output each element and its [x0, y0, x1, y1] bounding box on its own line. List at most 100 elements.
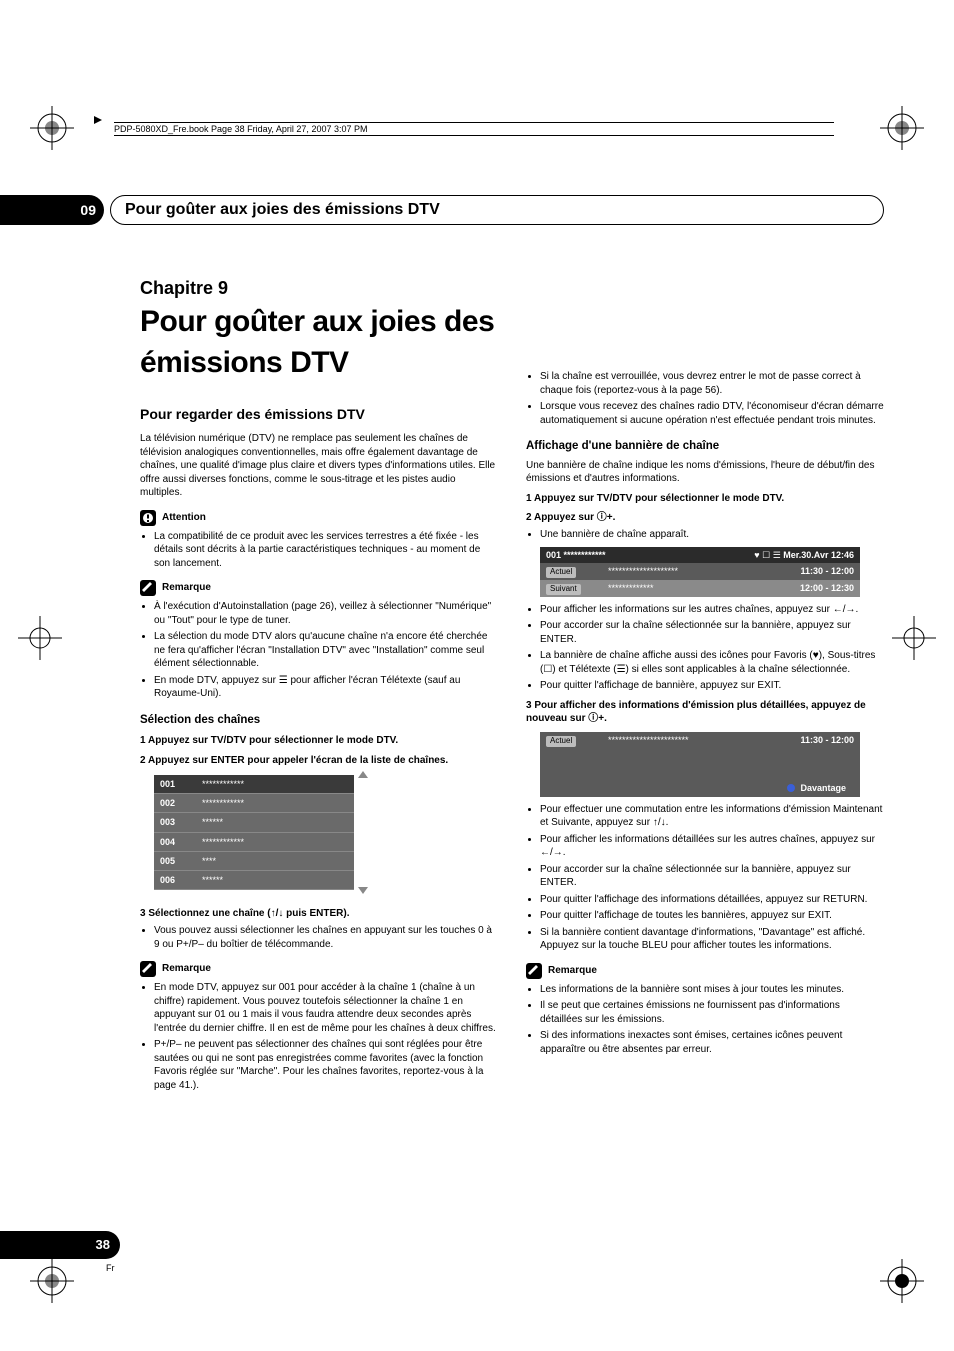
table-row: 003****** — [154, 813, 354, 832]
scroll-up-icon — [358, 771, 368, 778]
remarque-list: En mode DTV, appuyez sur 001 pour accéde… — [140, 981, 498, 1092]
crop-mark-icon — [18, 616, 62, 660]
list-item: Les informations de la bannière sont mis… — [540, 983, 884, 997]
crop-mark-icon — [30, 106, 74, 150]
content-columns: Chapitre 9 Pour goûter aux joies des émi… — [140, 270, 884, 1096]
list-item: Si la chaîne est verrouillée, vous devre… — [540, 370, 884, 397]
list-item: À l'exécution d'Autoinstallation (page 2… — [154, 600, 498, 627]
note-icon — [140, 961, 156, 977]
banner-tag-cell: Actuel — [540, 563, 602, 580]
bookline-arrow-icon — [94, 116, 102, 124]
table-row: 001 ************ ♥ ☐ ☰ Mer.30.Avr 12:46 — [540, 547, 860, 563]
attention-label: Attention — [162, 511, 206, 525]
remarque-heading: Remarque — [140, 580, 498, 596]
channel-name: ************ — [196, 832, 354, 851]
list-item: La bannière de chaîne affiche aussi des … — [540, 649, 884, 676]
body-text: La télévision numérique (DTV) ne remplac… — [140, 432, 498, 500]
list-item: La compatibilité de ce produit avec les … — [154, 530, 498, 571]
channel-number: 003 — [154, 813, 196, 832]
channel-number: 004 — [154, 832, 196, 851]
crop-mark-icon — [880, 1259, 924, 1303]
step-text: 1 Appuyez sur TV/DTV pour sélectionner l… — [140, 734, 498, 748]
favorite-icon: ♥ ☐ ☰ — [754, 550, 780, 560]
banner-body — [540, 749, 860, 779]
banner-more-cell: Davantage — [540, 779, 860, 797]
actuel-tag: Actuel — [546, 567, 576, 578]
warning-icon — [140, 510, 156, 526]
banner-tag-cell: Actuel — [540, 732, 602, 749]
body-list: Si la chaîne est verrouillée, vous devre… — [526, 370, 884, 427]
table-row: 004************ — [154, 832, 354, 851]
attention-heading: Attention — [140, 510, 498, 526]
table-row: Actuel ******************** 11:30 - 12:0… — [540, 563, 860, 580]
crop-mark-icon — [880, 106, 924, 150]
channel-name: ************ — [196, 775, 354, 794]
body-list: Pour afficher les informations sur les a… — [526, 603, 884, 693]
banner-time: 11:30 - 12:00 — [753, 732, 860, 749]
crop-mark-icon — [892, 616, 936, 660]
banner-time: 12:00 - 12:30 — [711, 580, 860, 597]
suivant-tag: Suivant — [546, 584, 581, 595]
table-row: Davantage — [540, 779, 860, 797]
page-number-tab: 38 — [0, 1231, 120, 1259]
davantage-label: Davantage — [800, 783, 846, 793]
banner-right: ♥ ☐ ☰ Mer.30.Avr 12:46 — [711, 547, 860, 563]
channel-name: ****** — [196, 813, 354, 832]
step-text: 3 Sélectionnez une chaîne (↑/↓ puis ENTE… — [140, 907, 498, 921]
note-icon — [526, 963, 542, 979]
subsection-heading: Affichage d'une bannière de chaîne — [526, 439, 884, 455]
remarque-label: Remarque — [162, 581, 211, 595]
banner-program-name: *********************** — [602, 732, 753, 749]
channel-name: ****** — [196, 870, 354, 889]
table-row — [540, 749, 860, 779]
note-icon — [140, 580, 156, 596]
banner-time: 11:30 - 12:00 — [711, 563, 860, 580]
banner-channel: 001 ************ — [546, 550, 606, 560]
channel-number: 001 — [154, 775, 196, 794]
step-sublist: Vous pouvez aussi sélectionner les chaîn… — [140, 924, 498, 951]
channel-list: 001************ 002************ 003*****… — [140, 769, 354, 896]
list-item: Pour effectuer une commutation entre les… — [540, 803, 884, 830]
table-row: 006****** — [154, 870, 354, 889]
step-text: 3 Pour afficher des informations d'émiss… — [526, 699, 884, 726]
channel-list-table: 001************ 002************ 003*****… — [154, 775, 354, 890]
step-text: 2 Appuyez sur ⓘ+. — [526, 511, 884, 525]
subsection-heading: Sélection des chaînes — [140, 713, 498, 729]
channel-banner: 001 ************ ♥ ☐ ☰ Mer.30.Avr 12:46 … — [540, 547, 860, 597]
channel-name: **** — [196, 851, 354, 870]
step-text: 2 Appuyez sur ENTER pour appeler l'écran… — [140, 754, 498, 768]
section-heading: Pour regarder des émissions DTV — [140, 405, 498, 424]
channel-number: 006 — [154, 870, 196, 889]
list-item: Vous pouvez aussi sélectionner les chaîn… — [154, 924, 498, 951]
list-item: Si la bannière contient davantage d'info… — [540, 926, 884, 953]
channel-number: 005 — [154, 851, 196, 870]
list-item: En mode DTV, appuyez sur ☰ pour afficher… — [154, 674, 498, 701]
list-item: Pour quitter l'affichage des information… — [540, 893, 884, 907]
page-lang: Fr — [106, 1263, 115, 1273]
banner-program-name: ******************** — [602, 563, 711, 580]
banner-left: 001 ************ — [540, 547, 711, 563]
page: PDP-5080XD_Fre.book Page 38 Friday, Apri… — [0, 0, 954, 1351]
list-item: La sélection du mode DTV alors qu'aucune… — [154, 630, 498, 671]
remarque-label: Remarque — [548, 964, 597, 978]
list-item: Il se peut que certaines émissions ne fo… — [540, 999, 884, 1026]
list-item: Pour accorder sur la chaîne sélectionnée… — [540, 863, 884, 890]
scroll-down-icon — [358, 887, 368, 894]
channel-banner-detail: Actuel *********************** 11:30 - 1… — [540, 732, 860, 797]
table-row: 001************ — [154, 775, 354, 794]
body-list: Pour effectuer une commutation entre les… — [526, 803, 884, 953]
right-column: Si la chaîne est verrouillée, vous devre… — [526, 366, 884, 1096]
actuel-tag: Actuel — [546, 736, 576, 747]
table-row: 005**** — [154, 851, 354, 870]
blue-dot-icon — [787, 784, 795, 792]
list-item: Pour afficher les informations sur les a… — [540, 603, 884, 617]
table-row: 002************ — [154, 794, 354, 813]
body-text: Une bannière de chaîne indique les noms … — [526, 459, 884, 486]
chapter-title-bar: Pour goûter aux joies des émissions DTV — [110, 195, 884, 225]
channel-number: 002 — [154, 794, 196, 813]
remarque-heading: Remarque — [140, 961, 498, 977]
remarque-heading: Remarque — [526, 963, 884, 979]
step-sublist: Une bannière de chaîne apparaît. — [526, 528, 884, 542]
bookline: PDP-5080XD_Fre.book Page 38 Friday, Apri… — [114, 122, 834, 136]
list-item: En mode DTV, appuyez sur 001 pour accéde… — [154, 981, 498, 1035]
